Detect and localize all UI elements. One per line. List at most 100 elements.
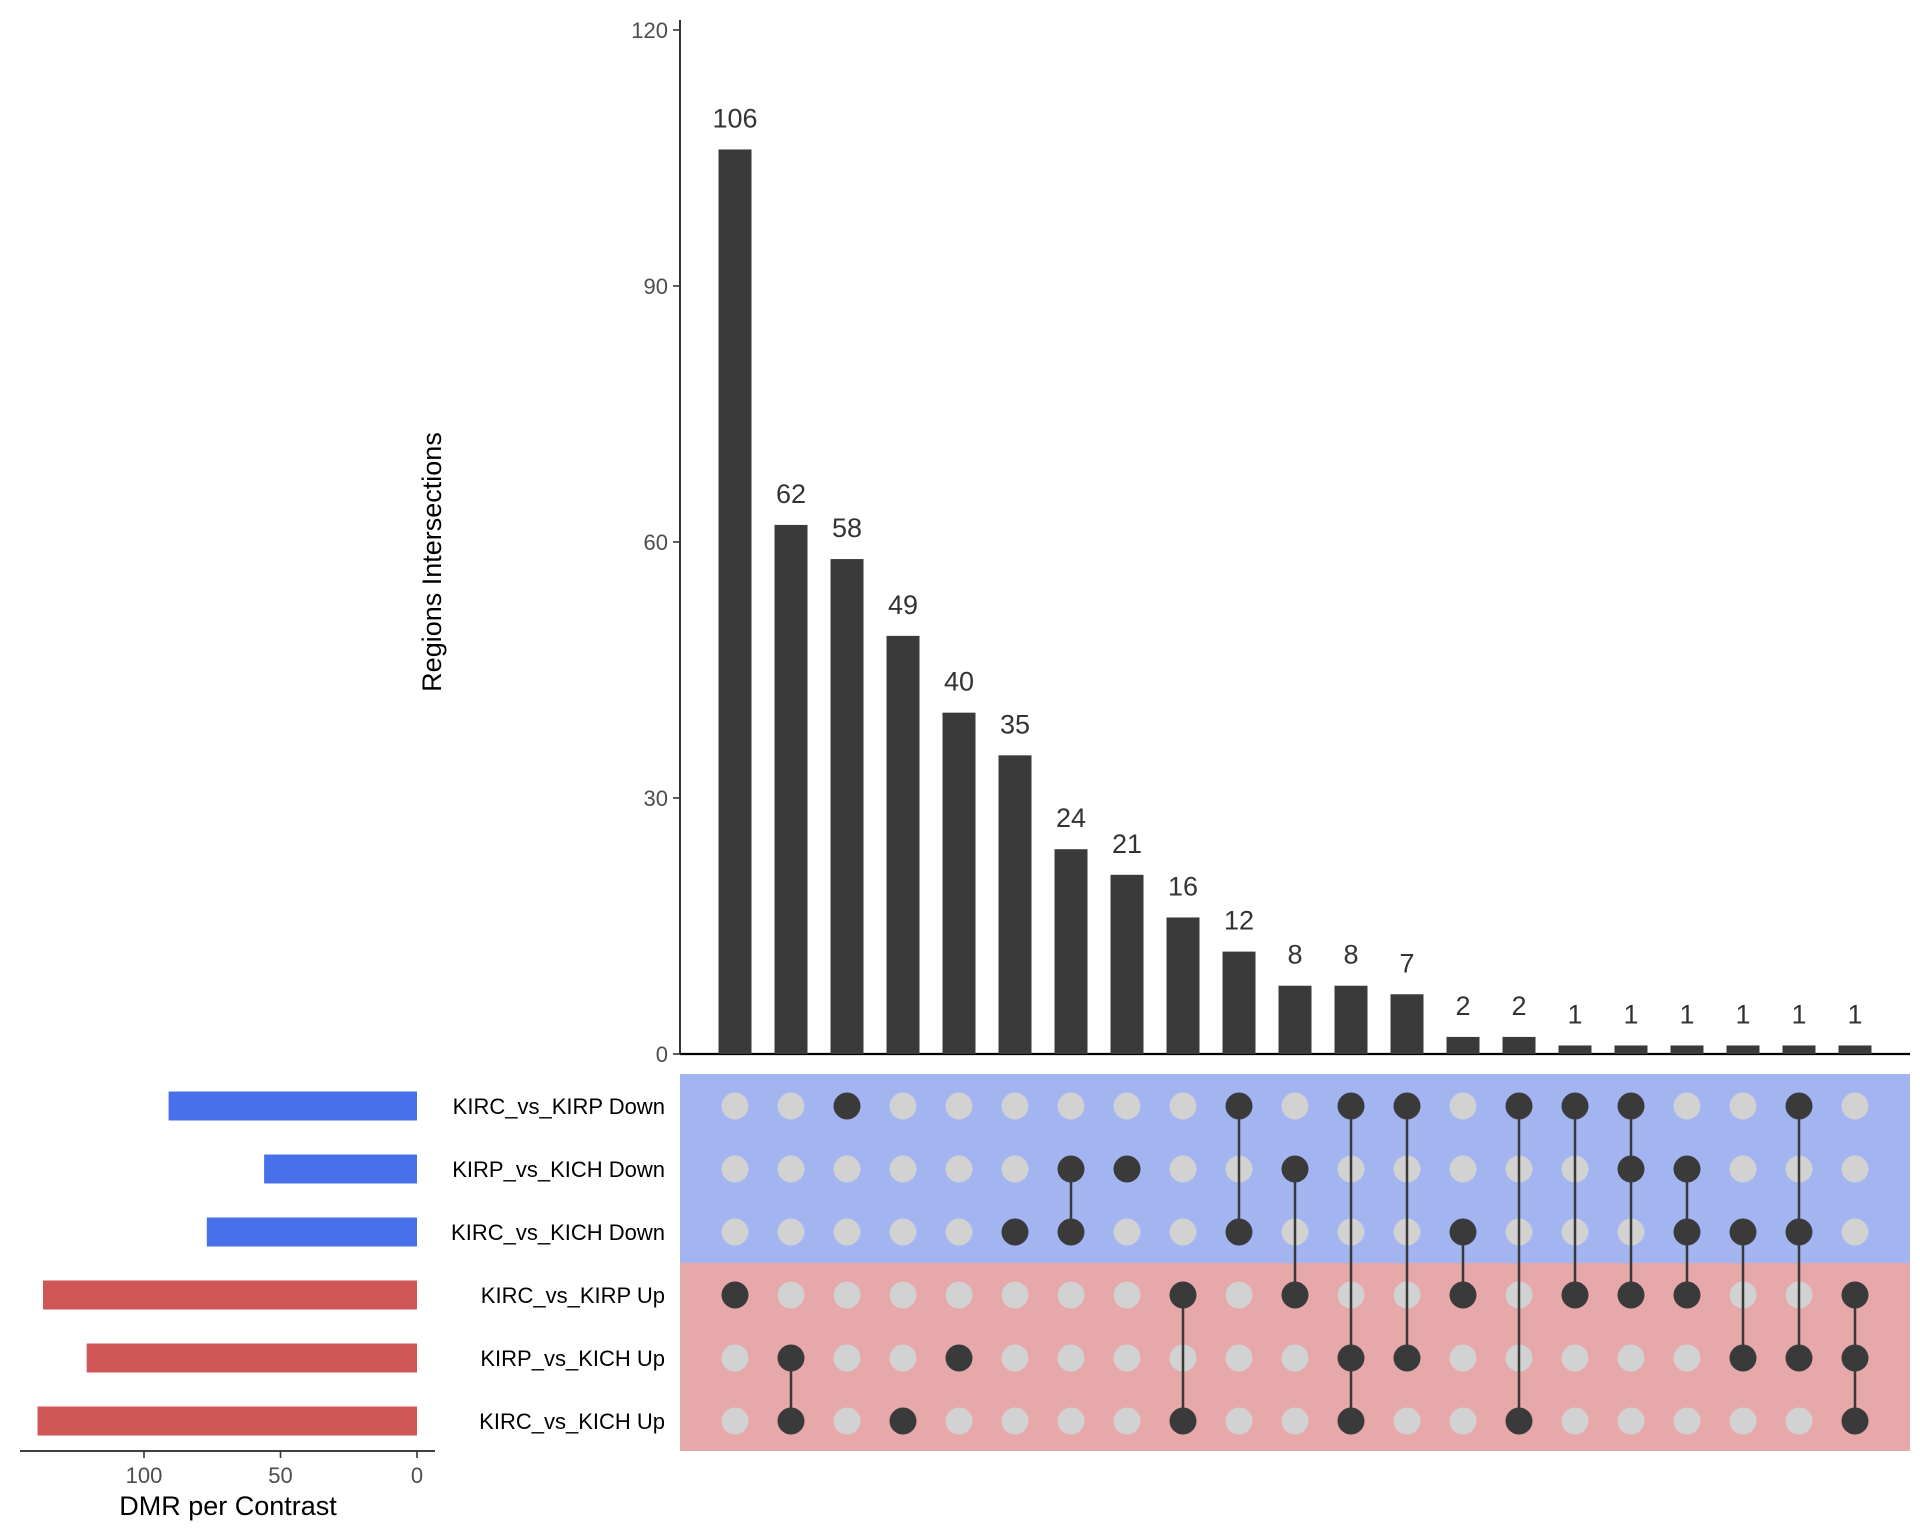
matrix-dot-filled: [1729, 1344, 1757, 1372]
intersection-bar-label: 1: [1847, 999, 1862, 1029]
matrix-dot-empty: [1449, 1407, 1477, 1435]
matrix-dot-empty: [1113, 1407, 1141, 1435]
intersection-bar-label: 58: [832, 513, 862, 543]
set-size-bar: [86, 1343, 418, 1373]
matrix-dot-empty: [1169, 1092, 1197, 1120]
matrix-dot-filled: [1841, 1407, 1869, 1435]
matrix-dot-filled: [777, 1407, 805, 1435]
matrix-dot-empty: [721, 1218, 749, 1246]
matrix-dot-filled: [1841, 1344, 1869, 1372]
matrix-dot-filled: [1281, 1281, 1309, 1309]
matrix-dot-empty: [1001, 1407, 1029, 1435]
set-size-axis-title: DMR per Contrast: [119, 1491, 337, 1521]
y-tick-label: 30: [644, 786, 668, 811]
matrix-dot-empty: [1841, 1155, 1869, 1183]
intersection-bar: [1222, 951, 1256, 1054]
intersection-bar-label: 35: [1000, 709, 1030, 739]
matrix-dot-empty: [1113, 1092, 1141, 1120]
matrix-dot-empty: [721, 1407, 749, 1435]
matrix-dot-empty: [889, 1281, 917, 1309]
matrix-dot-filled: [1337, 1092, 1365, 1120]
set-name-label: KIRP_vs_KICH Down: [452, 1157, 665, 1182]
intersection-bar: [1558, 1045, 1592, 1054]
set-size-tick-label: 100: [126, 1463, 163, 1488]
set-name-label: KIRC_vs_KICH Up: [479, 1409, 665, 1434]
intersection-bar-label: 2: [1455, 991, 1470, 1021]
set-size-bar: [206, 1217, 417, 1247]
intersection-bar-label: 1: [1791, 999, 1806, 1029]
y-tick-label: 0: [656, 1042, 668, 1067]
matrix-dot-empty: [1673, 1092, 1701, 1120]
matrix-dot-empty: [1057, 1407, 1085, 1435]
matrix-dot-empty: [889, 1155, 917, 1183]
matrix-dot-empty: [833, 1344, 861, 1372]
intersection-bar: [1838, 1045, 1872, 1054]
intersection-bar-label: 62: [776, 479, 806, 509]
intersection-bar: [1502, 1036, 1536, 1054]
matrix-dot-filled: [1001, 1218, 1029, 1246]
matrix-dot-empty: [1449, 1155, 1477, 1183]
matrix-dot-filled: [1673, 1281, 1701, 1309]
matrix-dot-filled: [721, 1281, 749, 1309]
matrix-dot-filled: [1113, 1155, 1141, 1183]
matrix-dot-filled: [1393, 1092, 1421, 1120]
matrix-dot-empty: [1113, 1218, 1141, 1246]
intersection-bar-label: 40: [944, 667, 974, 697]
matrix-dot-filled: [1785, 1092, 1813, 1120]
intersection-bar: [1278, 985, 1312, 1054]
matrix-dot-filled: [1169, 1407, 1197, 1435]
set-size-bar: [168, 1091, 417, 1121]
intersection-bar-label: 1: [1735, 999, 1750, 1029]
matrix-dot-empty: [1169, 1218, 1197, 1246]
matrix-dot-empty: [945, 1155, 973, 1183]
intersection-bar-label: 49: [888, 590, 918, 620]
intersection-bar-label: 8: [1287, 940, 1302, 970]
matrix-dot-empty: [945, 1218, 973, 1246]
matrix-dot-empty: [1001, 1155, 1029, 1183]
matrix-dot-empty: [945, 1407, 973, 1435]
intersection-bar: [1726, 1045, 1760, 1054]
matrix-dot-filled: [1337, 1407, 1365, 1435]
intersection-bar-label: 7: [1399, 948, 1414, 978]
y-tick-label: 120: [631, 18, 668, 43]
intersections-axis-title: Regions Intersections: [417, 432, 447, 692]
matrix-dot-empty: [1561, 1344, 1589, 1372]
set-name-label: KIRC_vs_KICH Down: [451, 1220, 665, 1245]
intersection-bar: [1054, 849, 1088, 1054]
matrix-dot-empty: [777, 1092, 805, 1120]
matrix-dot-filled: [1057, 1218, 1085, 1246]
matrix-dot-filled: [1281, 1155, 1309, 1183]
intersection-bar-label: 12: [1224, 906, 1254, 936]
intersection-bar: [774, 524, 808, 1054]
matrix-dot-empty: [1225, 1281, 1253, 1309]
intersection-bar: [942, 712, 976, 1054]
intersection-bar: [1614, 1045, 1648, 1054]
intersection-bar-label: 16: [1168, 871, 1198, 901]
intersection-bar: [998, 755, 1032, 1054]
matrix-dot-filled: [1449, 1281, 1477, 1309]
matrix-dot-filled: [945, 1344, 973, 1372]
matrix-dot-empty: [833, 1281, 861, 1309]
matrix-dot-filled: [1225, 1218, 1253, 1246]
matrix-dot-filled: [1673, 1218, 1701, 1246]
matrix-dot-filled: [1841, 1281, 1869, 1309]
intersection-bar-label: 1: [1679, 999, 1694, 1029]
intersection-bar: [718, 149, 752, 1054]
matrix-dot-empty: [721, 1155, 749, 1183]
matrix-dot-filled: [1505, 1407, 1533, 1435]
matrix-dot-empty: [833, 1407, 861, 1435]
matrix-dot-empty: [1617, 1344, 1645, 1372]
matrix-dot-empty: [1169, 1155, 1197, 1183]
intersection-bar: [1670, 1045, 1704, 1054]
matrix-dot-empty: [1449, 1344, 1477, 1372]
matrix-dot-empty: [1113, 1344, 1141, 1372]
matrix-dot-empty: [1561, 1407, 1589, 1435]
matrix-dot-filled: [1617, 1092, 1645, 1120]
matrix-dot-filled: [1729, 1218, 1757, 1246]
matrix-dot-filled: [1785, 1218, 1813, 1246]
set-size-bar: [42, 1280, 418, 1310]
intersection-bar-label: 21: [1112, 829, 1142, 859]
intersection-bar: [1166, 917, 1200, 1054]
